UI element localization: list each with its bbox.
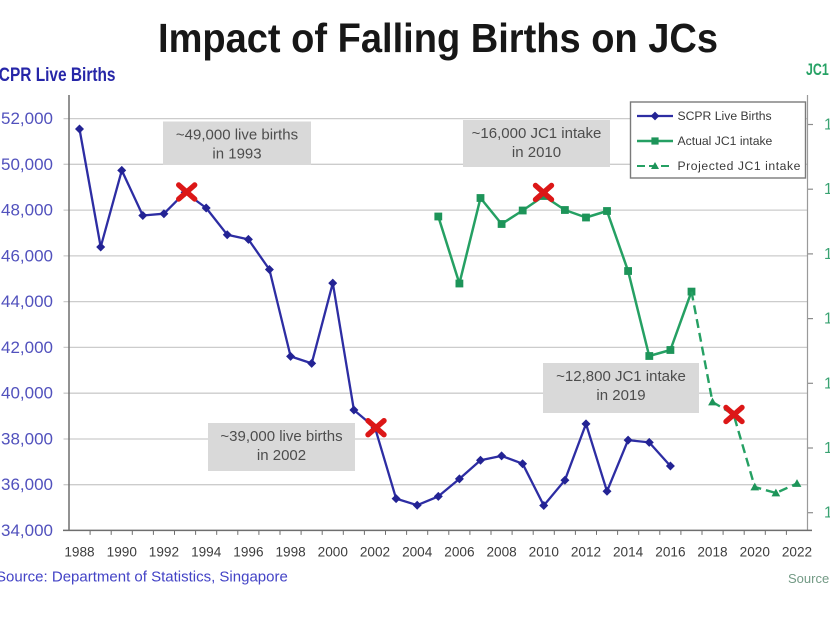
- svg-text:Actual JC1 intake: Actual JC1 intake: [678, 134, 773, 148]
- svg-text:Impact of Falling Births on JC: Impact of Falling Births on JCs: [158, 15, 718, 61]
- svg-text:16,000: 16,000: [824, 505, 830, 522]
- svg-text:JC1 intake: JC1 intake: [806, 60, 830, 79]
- svg-text:~16,000 JC1 intake: ~16,000 JC1 intake: [472, 125, 602, 142]
- svg-text:~12,800 JC1 intake: ~12,800 JC1 intake: [556, 368, 686, 385]
- svg-text:1992: 1992: [149, 545, 179, 560]
- svg-text:in 2010: in 2010: [512, 144, 561, 161]
- svg-text:2022: 2022: [782, 545, 812, 560]
- svg-text:in 1993: in 1993: [212, 146, 261, 163]
- svg-text:Source: Department of Statisti: Source: Department of Statistics, Singap…: [0, 569, 288, 586]
- svg-text:1994: 1994: [191, 545, 222, 560]
- svg-text:in 2019: in 2019: [596, 387, 645, 404]
- svg-text:~39,000 live births: ~39,000 live births: [220, 428, 342, 445]
- svg-text:2018: 2018: [697, 545, 727, 560]
- svg-text:2012: 2012: [571, 545, 601, 560]
- svg-text:46,000: 46,000: [1, 246, 53, 265]
- svg-text:38,000: 38,000: [1, 430, 53, 449]
- svg-text:2014: 2014: [613, 545, 644, 560]
- svg-text:18,000: 18,000: [824, 181, 830, 198]
- svg-text:2008: 2008: [486, 545, 516, 560]
- svg-text:16,000: 16,000: [824, 375, 830, 392]
- svg-text:1988: 1988: [64, 545, 94, 560]
- svg-text:SCPR Live Births: SCPR Live Births: [0, 65, 116, 86]
- svg-text:40,000: 40,000: [1, 384, 53, 403]
- svg-text:18,000: 18,000: [824, 311, 830, 328]
- svg-text:Source: MOE: Source: MOE: [788, 571, 830, 586]
- svg-text:~49,000 live births: ~49,000 live births: [176, 127, 298, 144]
- svg-text:48,000: 48,000: [1, 201, 53, 220]
- svg-text:2006: 2006: [444, 545, 474, 560]
- svg-text:36,000: 36,000: [1, 475, 53, 494]
- svg-text:in 2002: in 2002: [257, 447, 306, 464]
- svg-text:18,000: 18,000: [824, 440, 830, 457]
- svg-text:42,000: 42,000: [1, 338, 53, 357]
- svg-text:16,000: 16,000: [824, 117, 830, 134]
- svg-text:1996: 1996: [233, 545, 263, 560]
- svg-text:2004: 2004: [402, 545, 433, 560]
- svg-text:2002: 2002: [360, 545, 390, 560]
- svg-text:16,000: 16,000: [824, 246, 830, 263]
- svg-text:2020: 2020: [740, 545, 771, 560]
- svg-text:34,000: 34,000: [1, 521, 53, 540]
- svg-text:2000: 2000: [318, 545, 349, 560]
- svg-text:2010: 2010: [529, 545, 560, 560]
- svg-text:SCPR Live Births: SCPR Live Births: [678, 109, 772, 123]
- svg-text:50,000: 50,000: [1, 155, 53, 174]
- svg-text:52,000: 52,000: [1, 109, 53, 128]
- svg-text:1998: 1998: [275, 545, 305, 560]
- svg-text:2016: 2016: [655, 545, 685, 560]
- svg-text:1990: 1990: [107, 545, 138, 560]
- svg-text:Projected JC1 intake: Projected JC1 intake: [678, 159, 801, 173]
- svg-text:44,000: 44,000: [1, 292, 53, 311]
